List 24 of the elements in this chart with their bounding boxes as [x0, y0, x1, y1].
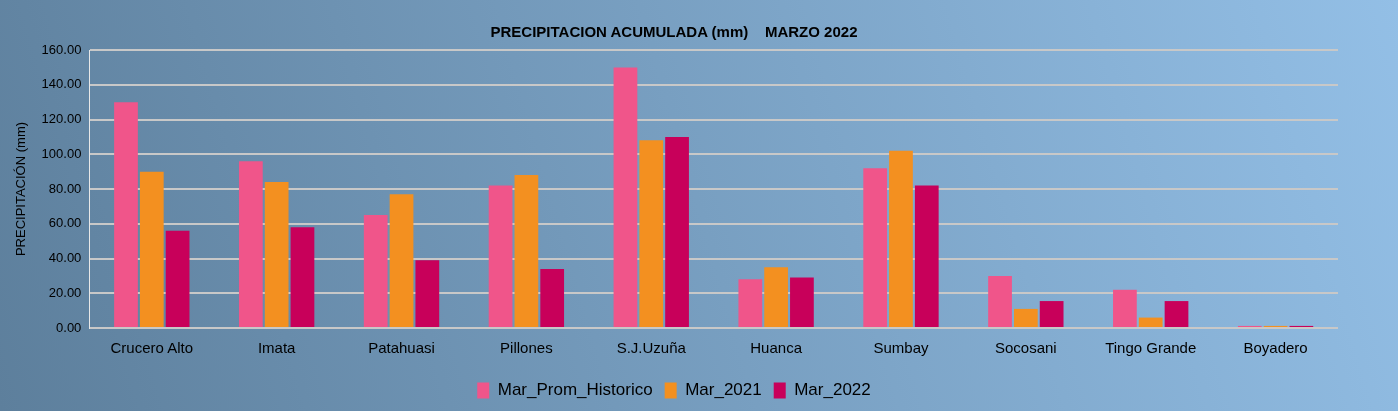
y-tick-label: 60.00: [48, 215, 82, 231]
y-tick-label: 40.00: [48, 250, 82, 266]
x-tick-label: Pillones: [500, 339, 553, 357]
y-tick-label: 160.00: [41, 41, 82, 57]
y-axis-title: PRECIPITACIÓN (mm): [13, 121, 29, 257]
legend-label: Mar_Prom_Historico: [497, 380, 653, 400]
y-tick-label: 0.00: [56, 319, 82, 335]
y-tick-label: 140.00: [41, 76, 82, 92]
x-tick-label: Patahuasi: [368, 339, 435, 357]
y-tick-label: 120.00: [41, 111, 82, 127]
legend-label: Mar_2021: [685, 380, 762, 400]
y-tick-label: 80.00: [48, 180, 82, 196]
x-tick-label: S.J.Uzuña: [616, 339, 687, 357]
x-tick-label: Crucero Alto: [110, 339, 194, 357]
x-tick-label: Sumbay: [873, 339, 929, 357]
chart-title: PRECIPITACION ACUMULADA (mm) MARZO 2022: [490, 23, 858, 41]
x-tick-label: Imata: [257, 339, 297, 357]
x-tick-label: Tingo Grande: [1105, 339, 1197, 357]
x-tick-label: Boyadero: [1243, 339, 1308, 357]
legend-label: Mar_2022: [794, 380, 871, 400]
y-tick-label: 100.00: [41, 145, 82, 161]
x-tick-label: Socosani: [994, 339, 1057, 357]
x-tick-label: Huanca: [750, 339, 803, 357]
y-tick-label: 20.00: [48, 284, 82, 300]
